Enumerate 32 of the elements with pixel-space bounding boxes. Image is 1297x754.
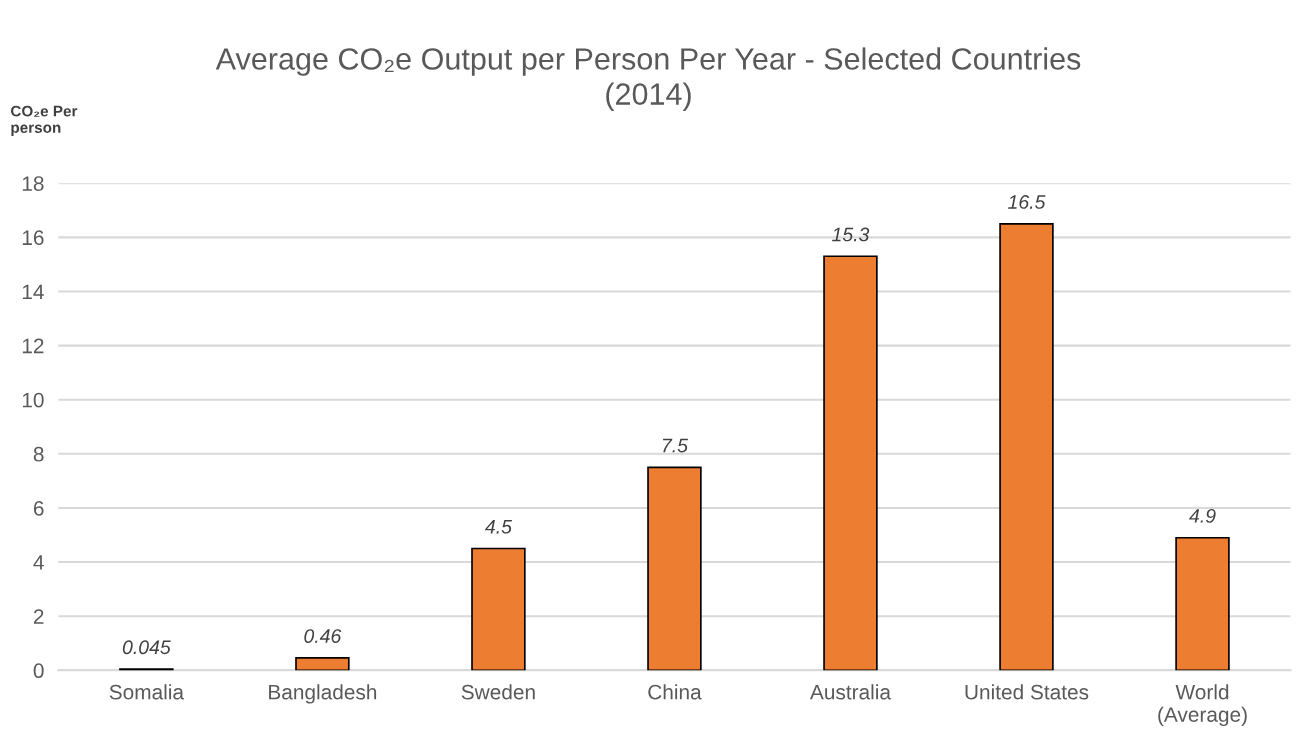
x-tick-label: Sweden	[461, 684, 535, 700]
bar	[1175, 536, 1230, 671]
x-tick-label: Somalia	[109, 684, 185, 700]
y-tick-label: 4	[33, 555, 44, 570]
x-tick-label: World (Average)	[1158, 684, 1247, 727]
y-tick-label: 12	[22, 338, 44, 354]
data-label: 0.46	[304, 629, 342, 643]
y-tick-label: 6	[33, 500, 44, 516]
x-tick-label: Australia	[809, 684, 891, 700]
y-tick-label: 2	[33, 609, 44, 624]
y-tick-label: 16	[22, 230, 44, 246]
x-tick-label: United States	[965, 684, 1089, 700]
y-axis-title: CO₂e Per person	[11, 105, 78, 136]
chart-title: Average CO₂e Output per Person Per Year - Selected Countries (2014)	[215, 47, 1081, 111]
bar	[471, 547, 526, 671]
data-label: 4.9	[1189, 508, 1216, 523]
y-tick-label: 8	[33, 446, 44, 462]
data-label: 4.5	[485, 520, 512, 534]
x-tick-label: Bangladesh	[269, 684, 377, 704]
bar	[647, 466, 702, 671]
bar	[823, 255, 878, 671]
x-tick-label: China	[648, 684, 702, 700]
y-tick-label: 10	[22, 392, 44, 408]
data-label: 15.3	[832, 227, 870, 242]
y-tick-label: 0	[33, 663, 44, 679]
bar	[295, 657, 350, 671]
y-tick-label: 14	[22, 284, 44, 300]
bar	[999, 222, 1054, 671]
data-label: 16.5	[1008, 195, 1046, 209]
y-tick-label: 18	[22, 176, 44, 191]
data-label: 0.045	[122, 640, 171, 655]
data-label: 7.5	[662, 438, 688, 453]
